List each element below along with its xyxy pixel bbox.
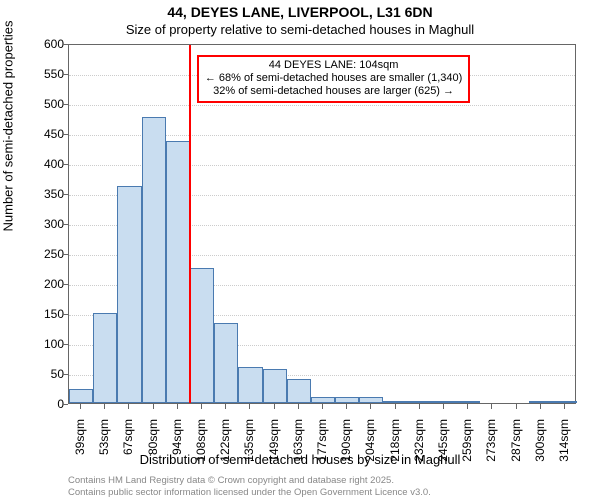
histogram-bar [142,117,166,403]
attribution-line-2: Contains public sector information licen… [68,487,431,498]
y-tick-label: 500 [4,97,64,111]
chart-title: 44, DEYES LANE, LIVERPOOL, L31 6DN [0,4,600,20]
x-tick-mark [153,404,154,409]
annotation-box: 44 DEYES LANE: 104sqm ← 68% of semi-deta… [197,55,470,103]
x-tick-mark [322,404,323,409]
x-tick-mark [80,404,81,409]
annotation-line-3: 32% of semi-detached houses are larger (… [205,85,462,98]
x-tick-mark [419,404,420,409]
x-axis-label: Distribution of semi-detached houses by … [0,452,600,467]
x-tick-mark [540,404,541,409]
y-tick-label: 50 [4,367,64,381]
x-tick-mark [225,404,226,409]
x-tick-mark [491,404,492,409]
y-tick-mark [63,404,68,405]
x-tick-mark [346,404,347,409]
histogram-bar [383,401,407,403]
x-tick-mark [201,404,202,409]
x-tick-mark [104,404,105,409]
y-tick-label: 400 [4,157,64,171]
y-tick-label: 300 [4,217,64,231]
chart-subtitle: Size of property relative to semi-detach… [0,22,600,37]
attribution-line-1: Contains HM Land Registry data © Crown c… [68,475,431,486]
plot-area: 44 DEYES LANE: 104sqm ← 68% of semi-deta… [68,44,576,404]
histogram-bar [529,401,553,403]
histogram-bar [456,401,480,403]
histogram-bar [93,313,117,403]
annotation-line-2: ← 68% of semi-detached houses are smalle… [205,72,462,85]
y-tick-label: 200 [4,277,64,291]
histogram-bar [263,369,287,403]
histogram-bar [166,141,190,403]
x-tick-mark [249,404,250,409]
histogram-bar [214,323,238,403]
y-tick-label: 350 [4,187,64,201]
x-tick-mark [298,404,299,409]
x-tick-mark [443,404,444,409]
histogram-bar [190,268,214,403]
x-tick-mark [395,404,396,409]
gridline [69,105,575,106]
x-tick-mark [564,404,565,409]
x-tick-mark [370,404,371,409]
y-tick-label: 150 [4,307,64,321]
histogram-bar [553,401,577,403]
histogram-bar [287,379,311,403]
y-tick-label: 250 [4,247,64,261]
x-tick-mark [128,404,129,409]
y-tick-label: 100 [4,337,64,351]
histogram-bar [432,401,456,403]
annotation-line-1: 44 DEYES LANE: 104sqm [205,59,462,72]
histogram-bar [238,367,262,403]
histogram-bar [335,397,359,403]
x-tick-mark [274,404,275,409]
y-tick-label: 450 [4,127,64,141]
histogram-bar [117,186,141,403]
reference-marker-line [189,45,191,403]
x-tick-mark [516,404,517,409]
x-tick-mark [177,404,178,409]
y-tick-label: 0 [4,397,64,411]
y-tick-label: 600 [4,37,64,51]
histogram-bar [359,397,383,403]
histogram-bar [311,397,335,403]
attribution-text: Contains HM Land Registry data © Crown c… [68,475,431,498]
histogram-chart: 44, DEYES LANE, LIVERPOOL, L31 6DN Size … [0,0,600,500]
y-tick-label: 550 [4,67,64,81]
histogram-bar [408,401,432,403]
histogram-bar [69,389,93,403]
x-tick-mark [467,404,468,409]
